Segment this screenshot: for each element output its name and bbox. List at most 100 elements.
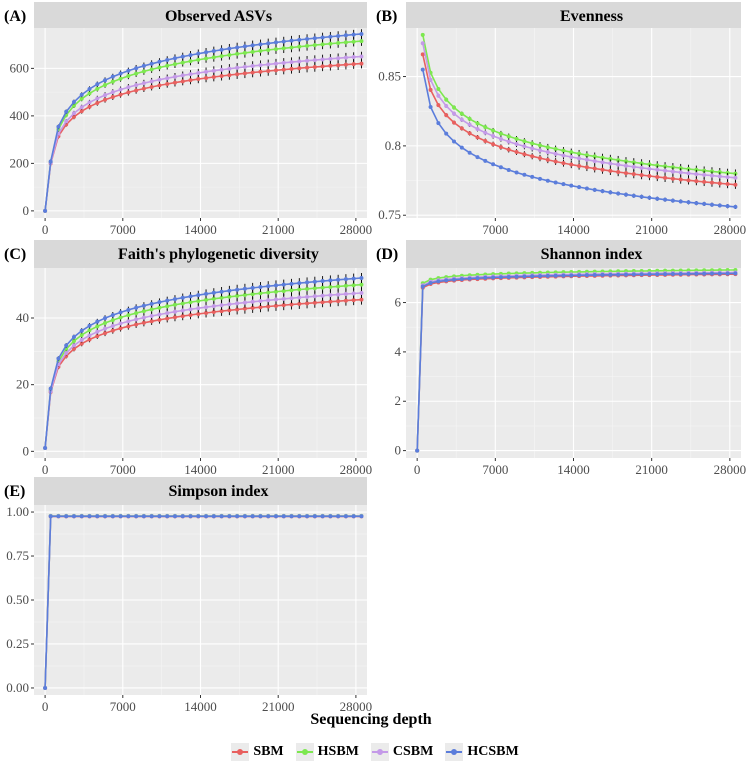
legend-key	[370, 743, 389, 761]
data-point	[227, 46, 232, 51]
y-tick-label: 20	[16, 377, 29, 392]
data-point	[452, 105, 457, 110]
data-point	[79, 96, 84, 101]
data-point	[420, 284, 425, 289]
data-point	[134, 66, 139, 71]
data-point	[320, 285, 325, 290]
data-point	[514, 142, 519, 147]
data-point	[663, 175, 668, 180]
data-point	[577, 156, 582, 161]
data-point	[733, 271, 738, 276]
data-point	[281, 514, 286, 519]
data-point	[623, 163, 628, 168]
data-point	[196, 77, 201, 82]
data-point	[351, 298, 356, 303]
data-point	[103, 93, 108, 98]
data-point	[663, 164, 668, 169]
data-point	[631, 160, 636, 165]
data-point	[56, 514, 61, 519]
data-point	[79, 109, 84, 114]
data-point	[553, 180, 558, 185]
data-point	[336, 514, 341, 519]
legend-item-hcsbm: HCSBM	[445, 743, 519, 761]
data-point	[242, 300, 247, 305]
data-point	[592, 166, 597, 171]
data-point	[336, 33, 341, 38]
data-point	[242, 514, 247, 519]
x-tick-label: 14000	[557, 462, 590, 477]
data-point	[110, 318, 115, 323]
data-point	[235, 45, 240, 50]
data-point	[498, 131, 503, 136]
data-point	[709, 271, 714, 276]
data-point	[545, 150, 550, 155]
data-point	[188, 300, 193, 305]
data-point	[623, 171, 628, 176]
data-point	[227, 308, 232, 313]
data-point	[538, 143, 542, 148]
data-point	[64, 350, 69, 355]
panel-4: (D) Shannon index 0 7000 14000 21000 28000 0 2 4 6	[376, 240, 746, 477]
data-point	[483, 158, 488, 163]
data-point	[227, 514, 232, 519]
data-point	[577, 163, 582, 168]
data-point	[320, 64, 325, 69]
data-point	[569, 183, 574, 188]
data-point	[227, 73, 232, 78]
data-point	[180, 79, 185, 84]
data-point	[592, 187, 597, 192]
data-point	[289, 514, 294, 519]
data-point	[196, 51, 201, 56]
data-point	[522, 274, 527, 279]
data-point	[281, 60, 286, 65]
data-point	[134, 71, 139, 76]
data-point	[592, 159, 597, 164]
data-point	[514, 170, 519, 175]
data-point	[126, 68, 131, 73]
data-point	[79, 337, 84, 342]
x-tick-label: 21000	[262, 462, 295, 477]
data-point	[647, 195, 652, 200]
data-point	[43, 446, 48, 450]
data-point	[343, 298, 348, 303]
data-point	[709, 169, 714, 174]
legend-label: CSBM	[392, 744, 434, 759]
data-point	[639, 165, 644, 170]
data-point	[180, 301, 185, 306]
data-point	[250, 292, 255, 297]
data-point	[64, 343, 69, 348]
data-point	[211, 290, 216, 295]
data-point	[48, 386, 53, 391]
data-point	[655, 196, 660, 201]
data-point	[87, 86, 92, 91]
data-point	[577, 185, 582, 190]
data-point	[95, 324, 100, 329]
data-point	[157, 300, 162, 305]
data-point	[631, 172, 636, 177]
data-point	[686, 178, 691, 183]
data-point	[420, 67, 425, 72]
data-point	[219, 67, 224, 72]
data-point	[584, 165, 589, 170]
x-tick-label: 28000	[340, 699, 373, 714]
series-hcsbm	[43, 514, 364, 690]
data-point	[266, 290, 271, 295]
data-point	[631, 164, 636, 169]
panel-2: (B) Evenness 7000 14000 21000 28000 0.75 0.8 0.8…	[376, 2, 746, 237]
data-point	[110, 95, 115, 100]
data-point	[359, 282, 364, 287]
data-point	[242, 286, 247, 291]
data-point	[328, 293, 333, 298]
y-tick-label: 0.25	[6, 636, 29, 651]
data-point	[188, 53, 193, 58]
data-point	[211, 304, 216, 309]
x-tick-label: 7000	[110, 699, 136, 714]
data-point	[678, 166, 683, 171]
data-point	[663, 197, 668, 202]
data-point	[103, 316, 108, 321]
data-point	[686, 171, 691, 176]
data-point	[227, 294, 232, 299]
data-point	[258, 291, 263, 296]
x-tick-label: 7000	[482, 462, 508, 477]
